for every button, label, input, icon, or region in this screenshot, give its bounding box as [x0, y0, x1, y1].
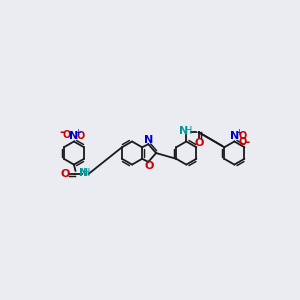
- Text: O: O: [195, 138, 204, 148]
- Text: +: +: [236, 128, 242, 137]
- Text: O: O: [144, 161, 154, 171]
- Text: O: O: [239, 137, 247, 147]
- Text: -: -: [244, 136, 249, 149]
- Text: N: N: [145, 135, 154, 145]
- Text: +: +: [74, 128, 81, 137]
- Text: N: N: [69, 131, 79, 141]
- Text: N: N: [178, 127, 188, 136]
- Text: O: O: [61, 169, 70, 179]
- Text: -: -: [59, 126, 64, 139]
- Text: H: H: [185, 127, 192, 136]
- Text: N: N: [230, 131, 239, 141]
- Text: N: N: [79, 168, 88, 178]
- Text: O: O: [77, 131, 85, 141]
- Text: H: H: [82, 168, 90, 178]
- Text: O: O: [239, 131, 247, 141]
- Text: O: O: [63, 130, 71, 140]
